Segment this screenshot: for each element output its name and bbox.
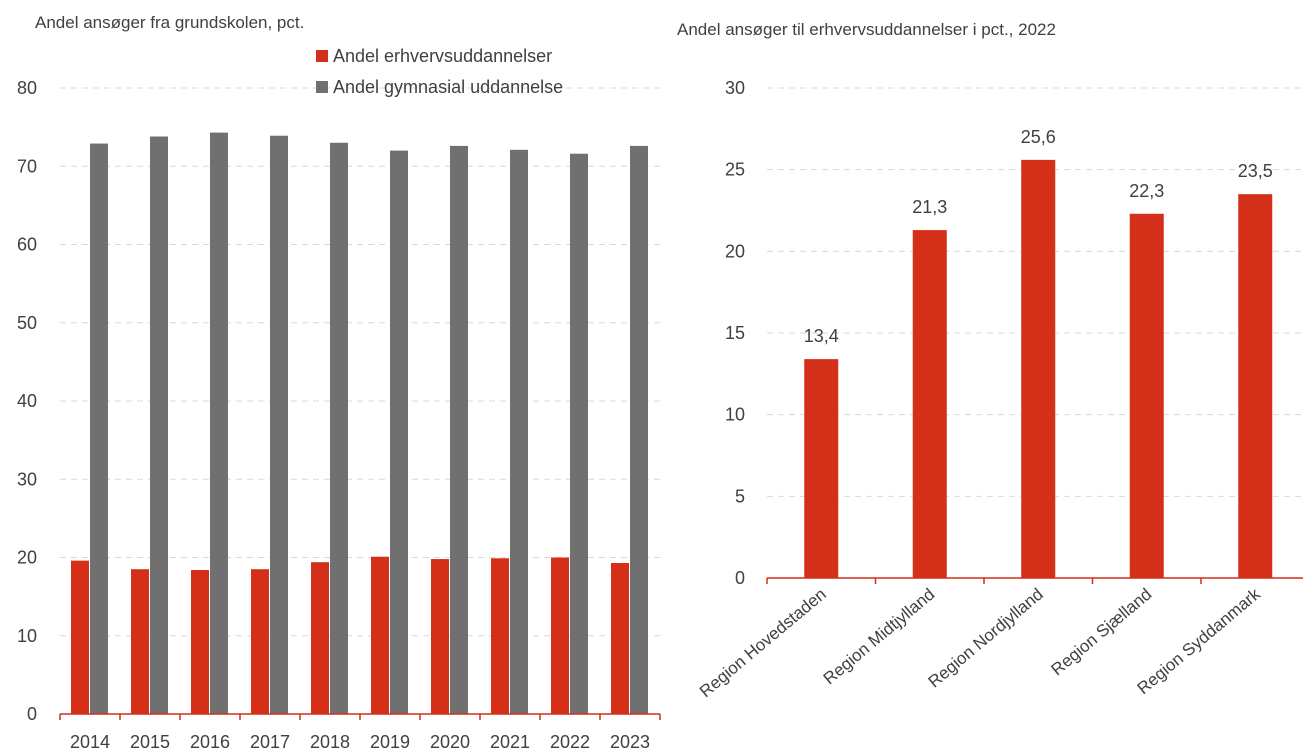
y-tick-label: 25	[725, 160, 745, 180]
bar-gymnasial	[510, 149, 528, 714]
y-tick-label: 20	[725, 241, 745, 261]
y-tick-label: 0	[735, 568, 745, 588]
y-tick-label: 30	[17, 469, 37, 489]
legend-label: Andel gymnasial uddannelse	[333, 77, 563, 97]
bar-erhverv	[431, 559, 449, 714]
legend-swatch	[316, 50, 328, 62]
legend-label: Andel erhvervsuddannelser	[333, 46, 552, 66]
x-tick-label: Region Nordjylland	[925, 585, 1047, 692]
x-tick-label: 2015	[130, 732, 170, 752]
x-tick-label: 2021	[490, 732, 530, 752]
bar-erhverv	[71, 560, 89, 714]
data-label: 25,6	[1021, 127, 1056, 147]
x-tick-label: 2019	[370, 732, 410, 752]
x-tick-label: 2023	[610, 732, 650, 752]
data-label: 21,3	[912, 197, 947, 217]
bar-erhverv	[491, 558, 509, 714]
bar-gymnasial	[210, 132, 228, 715]
right-chart-title: Andel ansøger til erhvervsuddannelser i …	[677, 20, 1056, 39]
x-tick-label: Region Syddanmark	[1134, 584, 1265, 698]
bar-region	[912, 230, 947, 578]
x-tick-label: Region Midtjylland	[820, 585, 939, 689]
data-label: 13,4	[804, 326, 839, 346]
bar-erhverv	[611, 562, 629, 714]
x-tick-label: 2016	[190, 732, 230, 752]
y-tick-label: 80	[17, 78, 37, 98]
x-tick-label: 2014	[70, 732, 110, 752]
bar-gymnasial	[630, 145, 648, 714]
bar-erhverv	[251, 569, 269, 714]
bar-gymnasial	[90, 143, 108, 714]
y-tick-label: 60	[17, 235, 37, 255]
bar-erhverv	[311, 562, 329, 714]
y-tick-label: 10	[17, 626, 37, 646]
bar-erhverv	[371, 556, 389, 714]
bar-gymnasial	[330, 142, 348, 714]
bar-gymnasial	[570, 153, 588, 715]
bar-gymnasial	[390, 150, 408, 715]
y-tick-label: 0	[27, 704, 37, 724]
bar-region	[804, 359, 839, 578]
left-chart-title: Andel ansøger fra grundskolen, pct.	[35, 13, 305, 32]
bar-gymnasial	[150, 136, 168, 714]
y-tick-label: 30	[725, 78, 745, 98]
y-tick-label: 10	[725, 405, 745, 425]
data-label: 22,3	[1129, 181, 1164, 201]
y-tick-label: 20	[17, 548, 37, 568]
bar-erhverv	[131, 569, 149, 714]
x-tick-label: 2017	[250, 732, 290, 752]
bar-erhverv	[551, 557, 569, 714]
y-tick-label: 5	[735, 486, 745, 506]
x-tick-label: Region Sjælland	[1048, 585, 1156, 680]
data-label: 23,5	[1238, 161, 1273, 181]
bar-region	[1021, 159, 1056, 578]
bar-erhverv	[191, 570, 209, 714]
x-tick-label: Region Hovedstaden	[696, 585, 830, 702]
y-tick-label: 70	[17, 156, 37, 176]
x-tick-label: 2018	[310, 732, 350, 752]
x-tick-label: 2020	[430, 732, 470, 752]
y-tick-label: 50	[17, 313, 37, 333]
y-tick-label: 40	[17, 391, 37, 411]
bar-gymnasial	[450, 145, 468, 714]
bar-region	[1129, 213, 1164, 578]
bar-region	[1238, 194, 1273, 578]
legend-swatch	[316, 81, 328, 93]
bar-gymnasial	[270, 135, 288, 715]
y-tick-label: 15	[725, 323, 745, 343]
x-tick-label: 2022	[550, 732, 590, 752]
